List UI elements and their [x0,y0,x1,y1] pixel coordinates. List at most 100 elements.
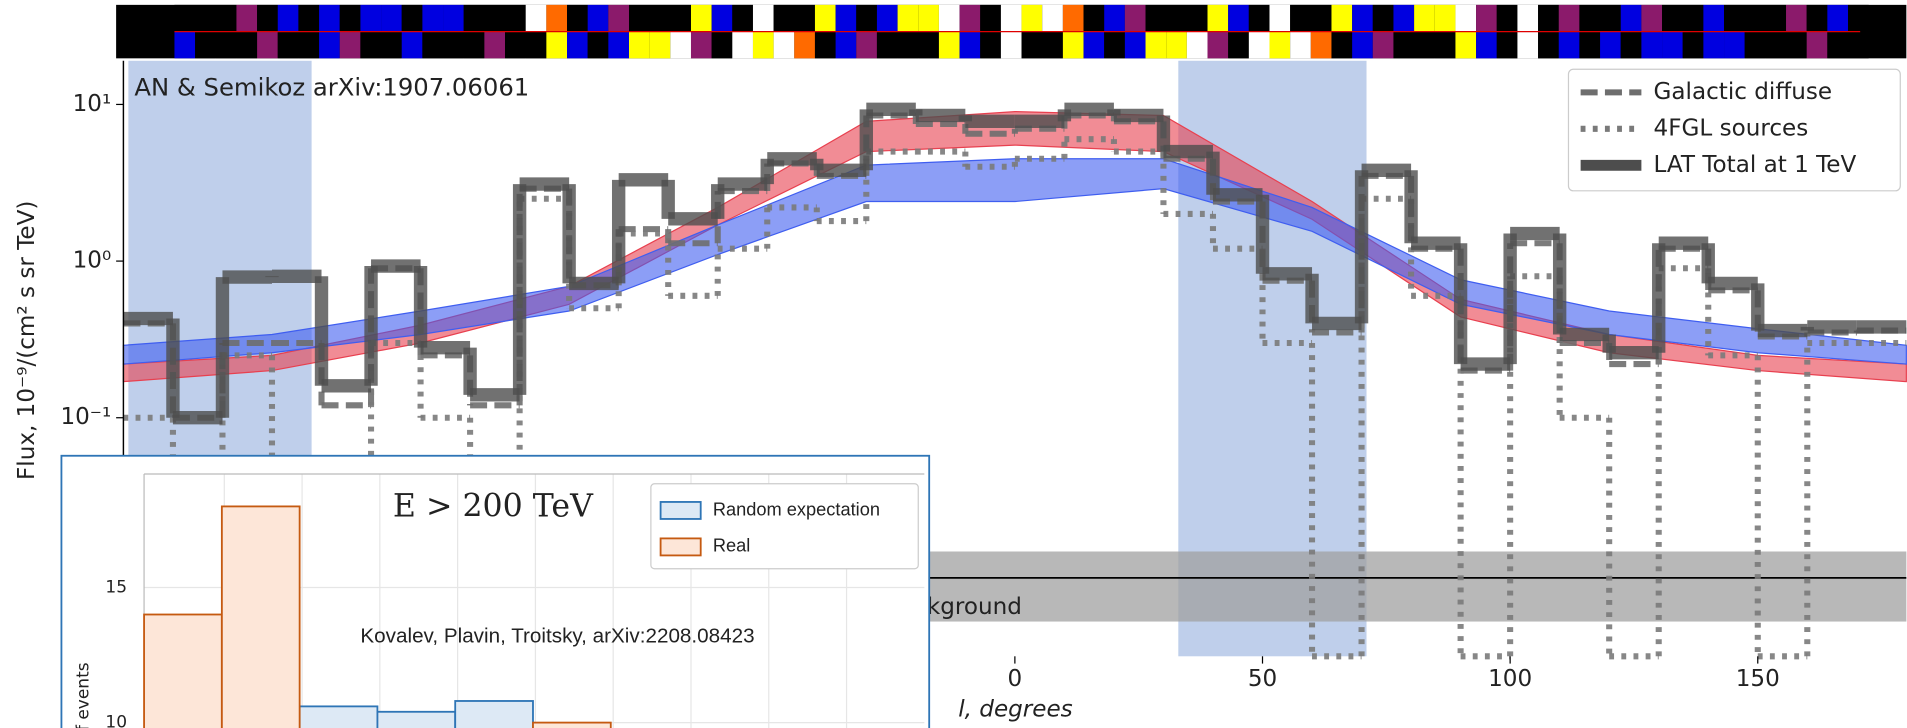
strip-cell [712,5,733,32]
strip-cell [856,32,877,59]
inset-legend-swatch [661,502,701,519]
y-tick-label: 10⁻¹ [60,404,111,430]
strip-cell [464,32,485,59]
strip-cell [1331,32,1352,59]
strip-cell [505,32,526,59]
strip-cell [1166,32,1187,59]
strip-cell [1228,32,1249,59]
strip-cell [484,32,505,59]
strip-cell [1373,5,1394,32]
strip-cell [1208,5,1229,32]
strip-cell [546,32,567,59]
strip-cell [1001,32,1022,59]
strip-cell [1600,32,1621,59]
strip-cell [1104,5,1125,32]
histogram-bar [300,706,378,728]
strip-cell [1311,32,1332,59]
strip-cell [422,32,443,59]
strip-cell [836,32,857,59]
strip-cell [174,32,195,59]
strip-cell [278,32,299,59]
strip-cell [1703,32,1724,59]
strip-cell [691,32,712,59]
strip-cell [1084,5,1105,32]
y-tick-label: 10⁰ [73,248,112,274]
strip-cell [1497,32,1518,59]
strip-cell [898,32,919,59]
strip-cell [732,5,753,32]
strip-cell [1435,32,1456,59]
strip-cell [1517,32,1538,59]
strip-cell [1827,5,1848,32]
strip-cell [898,5,919,32]
strip-cell [960,5,981,32]
inset-chart: 1015E > 200 TeVKovalev, Plavin, Troitsky… [61,456,929,728]
strip-cell [1249,32,1270,59]
strip-cell [174,5,195,32]
x-tick-label: 0 [1008,666,1023,692]
strip-cell [588,5,609,32]
strip-cell [836,5,857,32]
strip-cell [1455,5,1476,32]
strip-cell [402,5,423,32]
inset-legend-label: Random expectation [713,498,880,519]
strip-cell [1290,5,1311,32]
y-axis-label: Flux, 10⁻⁹/(cm² s sr TeV) [14,201,40,480]
strip-cell [1063,5,1084,32]
strip-cell [877,5,898,32]
x-tick-label: 50 [1248,666,1277,692]
strip-cell [960,32,981,59]
strip-cell [1373,32,1394,59]
strip-cell [1393,5,1414,32]
strip-cell [236,5,257,32]
strip-cell [381,5,402,32]
strip-cell [1022,5,1043,32]
strip-cell [526,5,547,32]
strip-cell [1311,5,1332,32]
strip-cell [1269,32,1290,59]
strip-cell [1414,5,1435,32]
strip-cell [1848,5,1869,32]
strip-cell [1455,32,1476,59]
strip-cell [1187,5,1208,32]
strip-cell [1228,5,1249,32]
strip-cell [464,5,485,32]
strip-cell [1414,32,1435,59]
strip-cell [402,32,423,59]
strip-cell [1765,32,1786,59]
inset-y-tick-label: 10 [105,713,127,728]
strip-cell [732,32,753,59]
strip-cell [856,5,877,32]
strip-cell [1166,5,1187,32]
strip-cell [526,32,547,59]
strip-cell [629,32,650,59]
annotation: AN & Semikoz arXiv:1907.06061 [134,73,529,102]
strip-cell [753,5,774,32]
strip-cell [319,5,340,32]
strip-cell [278,5,299,32]
sky-map-strip [116,5,1906,58]
strip-cell [1600,5,1621,32]
strip-cell [298,32,319,59]
figure: Background10¹10⁰10⁻¹10⁻²050100150l, degr… [0,0,1907,728]
histogram-bar [222,506,300,728]
strip-cell [815,32,836,59]
strip-cell [650,5,671,32]
strip-cell [1125,32,1146,59]
strip-cell [980,5,1001,32]
x-axis-label: l, degrees [958,696,1073,722]
strip-cell [1786,32,1807,59]
strip-cell [567,5,588,32]
strip-cell [1084,32,1105,59]
strip-cell [1517,5,1538,32]
strip-cell [1579,5,1600,32]
strip-cell [257,5,278,32]
strip-cell [1352,5,1373,32]
strip-cell [815,5,836,32]
strip-cell [1063,32,1084,59]
strip-cell [340,32,361,59]
strip-cell [443,32,464,59]
strip-cell [236,32,257,59]
strip-cell [1559,32,1580,59]
strip-cell [670,5,691,32]
